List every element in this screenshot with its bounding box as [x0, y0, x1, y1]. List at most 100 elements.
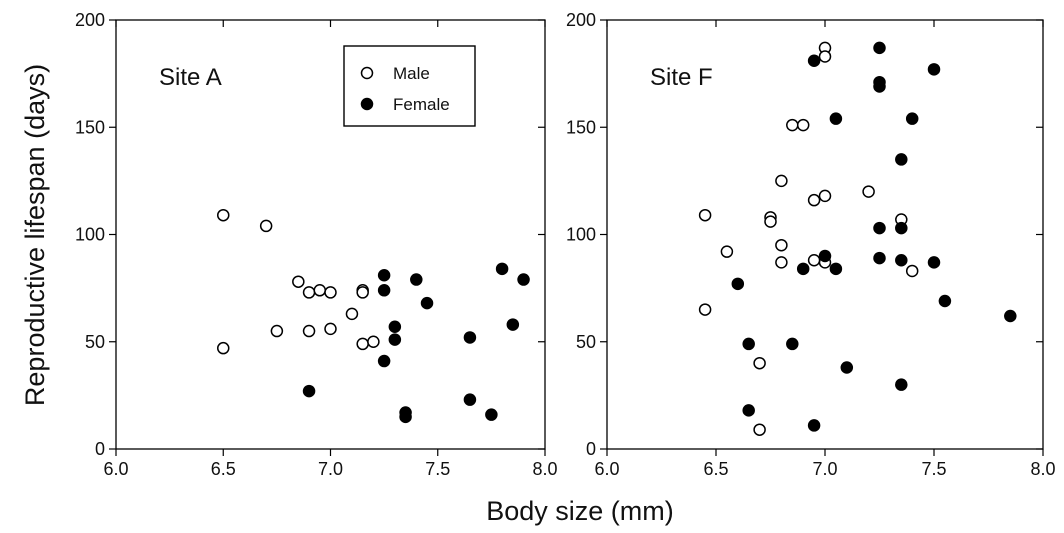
panel-site-f: 6.0 6.5 7.0 7.5 8.0 0 50 100 150 200 Site F: [566, 10, 1056, 479]
female-point: [796, 262, 810, 276]
x-tick-label: 6.5: [211, 459, 236, 479]
female-point: [829, 262, 843, 276]
female-point: [927, 256, 941, 269]
male-point: [324, 286, 337, 299]
male-point: [775, 238, 788, 252]
female-point: [807, 54, 821, 68]
female-point: [840, 361, 854, 374]
male-point: [259, 219, 273, 233]
female-point: [506, 318, 520, 331]
x-tick-label: 6.0: [594, 459, 619, 479]
female-point: [895, 378, 908, 391]
male-point: [753, 423, 766, 436]
male-point: [313, 284, 327, 297]
panel-label: Site A: [159, 64, 222, 91]
male-point: [807, 193, 821, 207]
male-point: [807, 253, 821, 267]
female-point: [873, 41, 886, 55]
female-point: [927, 63, 941, 76]
male-point: [217, 208, 230, 222]
female-point: [420, 296, 434, 310]
male-point: [818, 189, 832, 203]
male-point: [302, 286, 316, 299]
female-point: [873, 80, 886, 93]
female-point: [895, 253, 908, 267]
female-point: [829, 112, 843, 125]
male-point: [786, 118, 799, 132]
panel-site-a: 6.0 6.5 7.0 7.5 8.0 0 50 100 150 200 Site A: [75, 10, 558, 479]
y-tick-label: 200: [75, 10, 105, 30]
female-point: [807, 419, 821, 432]
female-point: [905, 112, 919, 125]
female-point: [742, 337, 755, 351]
male-point: [345, 307, 359, 321]
y-tick-label: 200: [566, 10, 596, 30]
female-point: [873, 221, 886, 235]
legend: Male Female: [343, 45, 476, 127]
female-point: [377, 284, 391, 297]
male-point: [217, 341, 230, 355]
male-point: [356, 286, 369, 299]
female-point: [463, 331, 477, 344]
y-tick-label: 0: [586, 439, 596, 459]
x-axis-title: Body size (mm): [486, 496, 674, 526]
female-point: [485, 408, 498, 421]
female-point: [1004, 309, 1017, 323]
x-tick-label: 6.5: [703, 459, 728, 479]
legend-female-label: Female: [393, 95, 450, 114]
male-point: [356, 337, 369, 351]
x-tick-label: 6.0: [103, 459, 128, 479]
male-point: [270, 324, 284, 338]
male-point: [698, 208, 712, 222]
female-point: [517, 273, 530, 286]
male-point: [775, 256, 788, 269]
male-point: [720, 245, 734, 258]
male-point: [862, 185, 875, 198]
x-tick-label: 7.0: [812, 459, 837, 479]
x-tick-label: 7.5: [921, 459, 946, 479]
legend-male-marker: [360, 66, 374, 80]
x-tick-label: 8.0: [1030, 459, 1055, 479]
panels-layer: 6.0 6.5 7.0 7.5 8.0 0 50 100 150 200 Site A 6.0 6.5 7…: [75, 10, 1056, 479]
female-point: [731, 277, 745, 291]
female-point: [463, 393, 477, 406]
female-point: [786, 337, 799, 351]
male-point: [324, 322, 337, 336]
male-point: [367, 335, 380, 348]
y-tick-label: 100: [75, 225, 105, 245]
male-point: [753, 356, 766, 370]
female-point: [388, 333, 402, 346]
female-point: [399, 410, 412, 424]
legend-female-marker: [360, 97, 374, 111]
x-tick-label: 7.5: [425, 459, 450, 479]
y-tick-label: 50: [576, 332, 596, 352]
male-point: [796, 118, 810, 132]
male-point: [818, 50, 832, 63]
y-tick-label: 50: [85, 332, 105, 352]
male-point: [775, 174, 788, 188]
female-point: [495, 262, 509, 276]
female-point: [895, 153, 908, 166]
y-tick-label: 100: [566, 225, 596, 245]
y-axis-title: Reproductive lifespan (days): [20, 64, 50, 406]
female-point: [895, 221, 908, 235]
panel-label: Site F: [650, 64, 713, 91]
y-tick-label: 150: [566, 117, 596, 137]
female-point: [873, 251, 886, 265]
male-point: [905, 264, 919, 278]
male-point: [698, 303, 712, 316]
x-tick-label: 7.0: [318, 459, 343, 479]
female-point: [388, 320, 402, 333]
legend-male-label: Male: [393, 64, 430, 83]
female-point: [377, 354, 391, 368]
y-tick-label: 150: [75, 117, 105, 137]
female-point: [938, 294, 952, 308]
y-tick-label: 0: [95, 439, 105, 459]
female-point: [302, 384, 316, 398]
male-point: [764, 215, 777, 228]
x-tick-label: 8.0: [532, 459, 557, 479]
male-point: [292, 275, 305, 288]
female-point: [742, 404, 755, 417]
female-point: [377, 269, 391, 282]
